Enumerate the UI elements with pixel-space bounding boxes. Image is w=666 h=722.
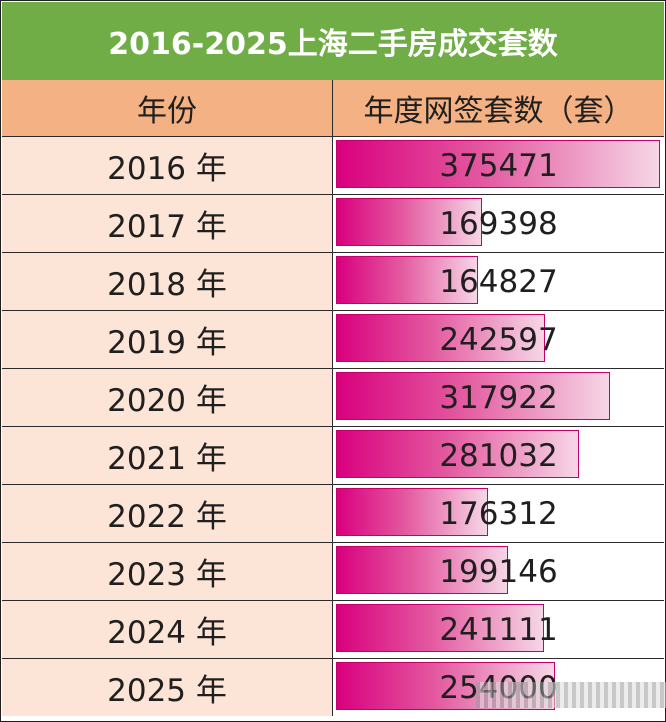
table-row: 2023 年 199146: [2, 542, 664, 600]
table-row: 2018 年 164827: [2, 252, 664, 310]
table-title: 2016-2025上海二手房成交套数: [2, 2, 664, 80]
data-label: 164827: [439, 263, 558, 300]
value-cell: 281032: [333, 427, 664, 484]
data-label: 169398: [439, 205, 558, 242]
data-label: 176312: [439, 495, 558, 532]
table-row: 2019 年 242597: [2, 310, 664, 368]
value-cell: 317922: [333, 369, 664, 426]
data-label: 281032: [439, 437, 558, 474]
data-bar: [336, 488, 488, 536]
data-label: 317922: [439, 379, 558, 416]
data-bar: [336, 256, 478, 304]
data-label: 199146: [439, 553, 558, 590]
table-row: 2016 年 375471: [2, 136, 664, 194]
value-cell: 169398: [333, 195, 664, 252]
year-cell: 2020 年: [2, 369, 333, 426]
year-cell: 2023 年: [2, 543, 333, 600]
data-label: 242597: [439, 321, 558, 358]
value-cell: 242597: [333, 311, 664, 368]
year-cell: 2019 年: [2, 311, 333, 368]
header-count: 年度网签套数（套）: [333, 80, 664, 136]
value-cell: 176312: [333, 485, 664, 542]
year-cell: 2025 年: [2, 659, 333, 716]
data-bar: [336, 140, 660, 188]
data-bar: [336, 198, 482, 246]
year-cell: 2022 年: [2, 485, 333, 542]
value-cell: 199146: [333, 543, 664, 600]
year-cell: 2021 年: [2, 427, 333, 484]
year-cell: 2016 年: [2, 137, 333, 194]
data-label: 241111: [439, 611, 558, 648]
data-bar: [336, 314, 545, 362]
table-row: 2021 年 281032: [2, 426, 664, 484]
table-row: 2017 年 169398: [2, 194, 664, 252]
year-cell: 2017 年: [2, 195, 333, 252]
value-cell: 241111: [333, 601, 664, 658]
data-label: 375471: [439, 147, 558, 184]
table-row: 2022 年 176312: [2, 484, 664, 542]
value-cell: 375471: [333, 137, 664, 194]
watermark-overlay: [476, 682, 666, 708]
table-row: 2024 年 241111: [2, 600, 664, 658]
value-cell: 164827: [333, 253, 664, 310]
data-bar: [336, 430, 579, 478]
header-year: 年份: [2, 80, 333, 136]
table-row: 2020 年 317922: [2, 368, 664, 426]
year-cell: 2018 年: [2, 253, 333, 310]
data-bar: [336, 546, 508, 594]
data-bar: [336, 604, 544, 652]
data-bar: [336, 372, 610, 420]
year-cell: 2024 年: [2, 601, 333, 658]
